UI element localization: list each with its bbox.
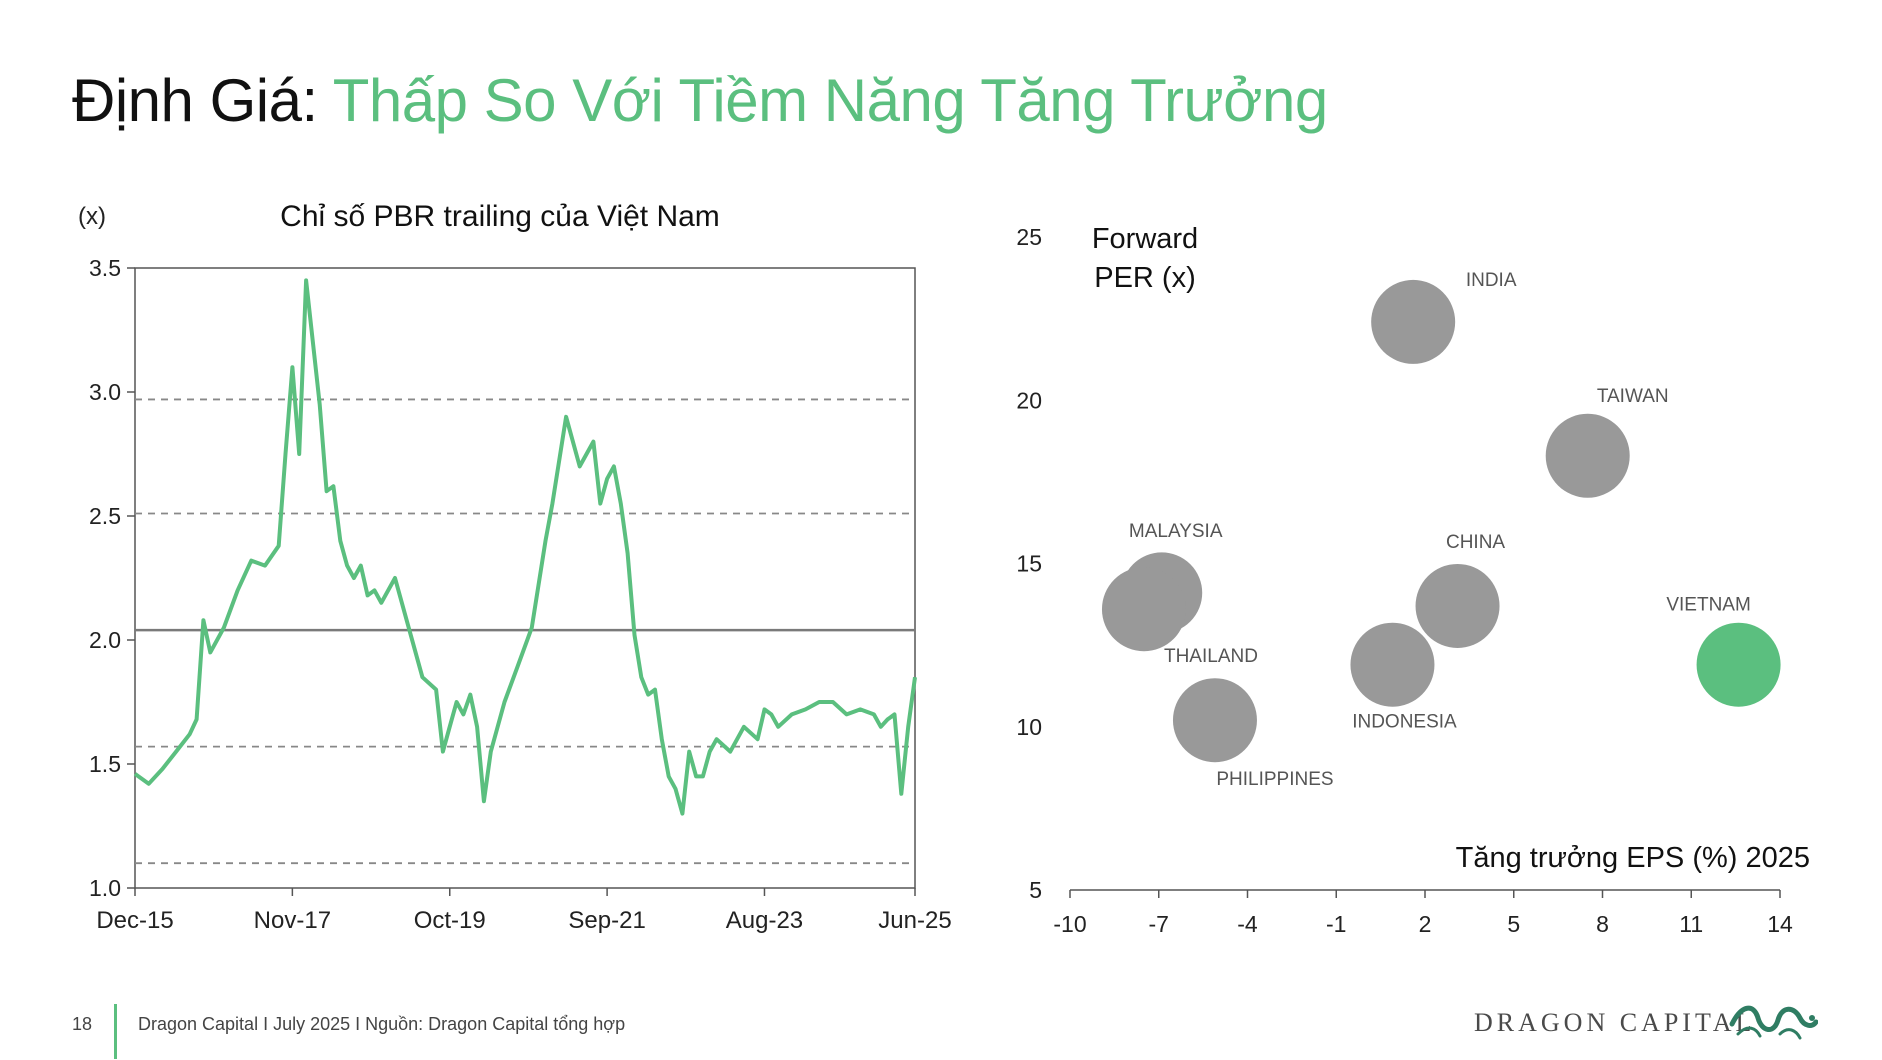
x-tick-label: -7	[1149, 911, 1169, 937]
y-tick-label: 25	[1016, 224, 1042, 250]
y-tick-label: 1.5	[89, 751, 121, 777]
bubble-india	[1371, 279, 1456, 364]
title-highlight: Thấp So Với Tiềm Năng Tăng Trưởng	[332, 67, 1329, 134]
pbr-line-chart-svg: (x) Chỉ số PBR trailing của Việt Nam 1.0 1.…	[78, 200, 952, 934]
y-axis-title-line2: PER (x)	[1094, 262, 1196, 294]
x-tick-label: Oct-19	[414, 907, 486, 934]
x-tick-label: 2	[1419, 911, 1432, 937]
bubble-vietnam	[1696, 622, 1781, 707]
x-tick-label: Jun-25	[878, 907, 951, 934]
x-tick-label: Sep-21	[568, 907, 645, 934]
y-tick-label: 2.0	[89, 627, 121, 653]
footer-source: Dragon Capital I July 2025 I Nguồn: Drag…	[138, 1014, 626, 1034]
y-axis-title-line1: Forward	[1092, 223, 1198, 255]
per-eps-scatter-chart: 5 10 15 20 25 -10 -7 -4 -1 2 5 8 11 14 Forward PER (x) T…	[1000, 215, 1860, 955]
page-number: 18	[72, 1014, 93, 1034]
x-tick-label: 11	[1679, 911, 1703, 937]
pbr-line-chart: (x) Chỉ số PBR trailing của Việt Nam 1.0 1.…	[60, 190, 980, 950]
x-tick-label: Dec-15	[96, 907, 173, 934]
y-tick-label: 5	[1029, 877, 1042, 903]
x-tick-label: -4	[1237, 911, 1258, 937]
x-tick-label: 14	[1767, 911, 1793, 937]
bubble-china	[1415, 563, 1500, 648]
x-tick-label: -10	[1053, 911, 1086, 937]
y-tick-label: 20	[1016, 387, 1042, 413]
point-label-malaysia: MALAYSIA	[1129, 521, 1223, 542]
point-label-china: CHINA	[1446, 532, 1505, 553]
x-tick-label: -1	[1326, 911, 1346, 937]
point-label-thailand: THAILAND	[1164, 646, 1258, 667]
dragon-logo-icon	[1729, 1005, 1818, 1040]
pbr-series-line	[133, 278, 917, 816]
point-label-taiwan: TAIWAN	[1597, 386, 1669, 407]
brand-logo-text: DRAGON CAPITAL	[1474, 1008, 1756, 1037]
bubble-unlabeled	[1101, 567, 1186, 652]
y-tick-label: 10	[1016, 714, 1042, 740]
point-label-vietnam: VIETNAM	[1666, 595, 1750, 616]
title-prefix: Định Giá:	[72, 67, 318, 134]
point-label-indonesia: INDONESIA	[1352, 712, 1457, 733]
y-tick-label: 3.5	[89, 255, 121, 281]
plot-frame	[134, 267, 916, 889]
x-tick-label: 8	[1596, 911, 1609, 937]
y-tick-label: 15	[1016, 551, 1042, 577]
point-label-philippines: PHILIPPINES	[1216, 769, 1333, 790]
page-title: Định Giá: Thấp So Với Tiềm Năng Tăng Trư…	[72, 66, 1328, 135]
y-tick-label: 1.0	[89, 875, 121, 901]
x-tick-label: 5	[1507, 911, 1520, 937]
x-tick-label: Aug-23	[726, 907, 803, 934]
footer-divider	[114, 1004, 117, 1059]
bubble-indonesia	[1350, 622, 1435, 707]
y-axis-unit-label: (x)	[78, 203, 106, 230]
y-tick-label: 2.5	[89, 503, 121, 529]
x-axis-title: Tăng trưởng EPS (%) 2025	[1456, 842, 1810, 874]
x-tick-label: Nov-17	[254, 907, 331, 934]
point-label-india: INDIA	[1466, 270, 1517, 291]
chart-title: Chỉ số PBR trailing của Việt Nam	[280, 200, 720, 233]
bubble-thailand	[1172, 678, 1257, 763]
y-tick-label: 3.0	[89, 379, 121, 405]
bubble-taiwan	[1545, 413, 1630, 498]
